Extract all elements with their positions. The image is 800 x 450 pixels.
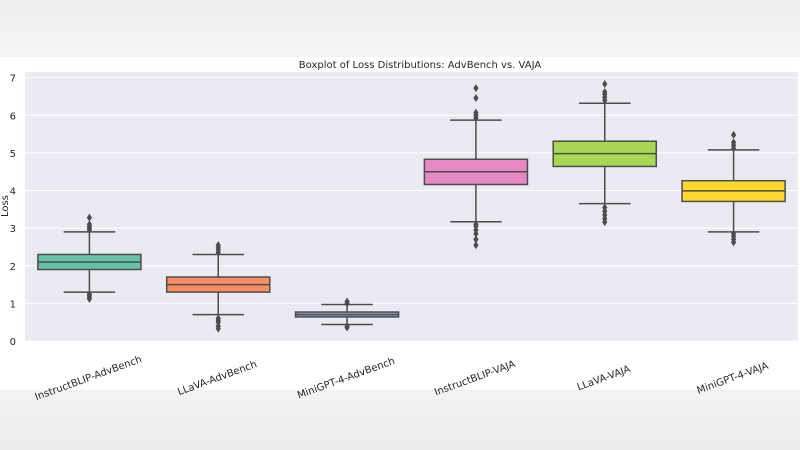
outlier-point: [602, 203, 608, 212]
outlier-point: [473, 235, 479, 244]
x-tick-label: InstructBLIP-AdvBench: [34, 354, 144, 403]
chart-title: Boxplot of Loss Distributions: AdvBench …: [299, 60, 542, 71]
outlier-point: [473, 84, 479, 93]
outlier-point: [344, 297, 350, 306]
y-tick-label: 7: [10, 74, 16, 85]
outlier-point: [215, 314, 221, 323]
y-tick-label: 5: [10, 149, 16, 160]
y-tick-label: 3: [10, 224, 16, 235]
x-tick-label: LLaVA-AdvBench: [176, 359, 258, 398]
outlier-point: [344, 321, 350, 330]
outlier-point: [86, 220, 93, 229]
outlier-point: [473, 108, 479, 117]
outlier-point: [473, 93, 479, 102]
plot-area: [25, 72, 798, 341]
outlier-point: [602, 80, 608, 89]
y-tick-label: 2: [10, 262, 16, 273]
outlier-point: [86, 213, 93, 222]
outlier-point: [730, 229, 737, 238]
outlier-point: [473, 241, 479, 250]
outlier-point: [215, 241, 221, 250]
outlier-point: [86, 289, 93, 298]
x-tick-label: MiniGPT-4-VAJA: [696, 361, 771, 397]
y-tick-label: 4: [10, 187, 16, 198]
outlier-point: [730, 130, 737, 139]
outlier-point: [473, 220, 479, 229]
x-tick-label: InstructBLIP-VAJA: [433, 359, 517, 399]
y-tick-label: 1: [10, 299, 16, 310]
x-tick-label: LLaVA-VAJA: [576, 364, 632, 393]
y-tick-label: 0: [10, 337, 16, 348]
y-tick-label: 6: [10, 111, 16, 122]
y-axis-label: Loss: [0, 195, 11, 217]
x-tick-label: MiniGPT-4-AdvBench: [296, 356, 397, 402]
outlier-point: [730, 138, 737, 147]
outlier-point: [602, 87, 608, 96]
